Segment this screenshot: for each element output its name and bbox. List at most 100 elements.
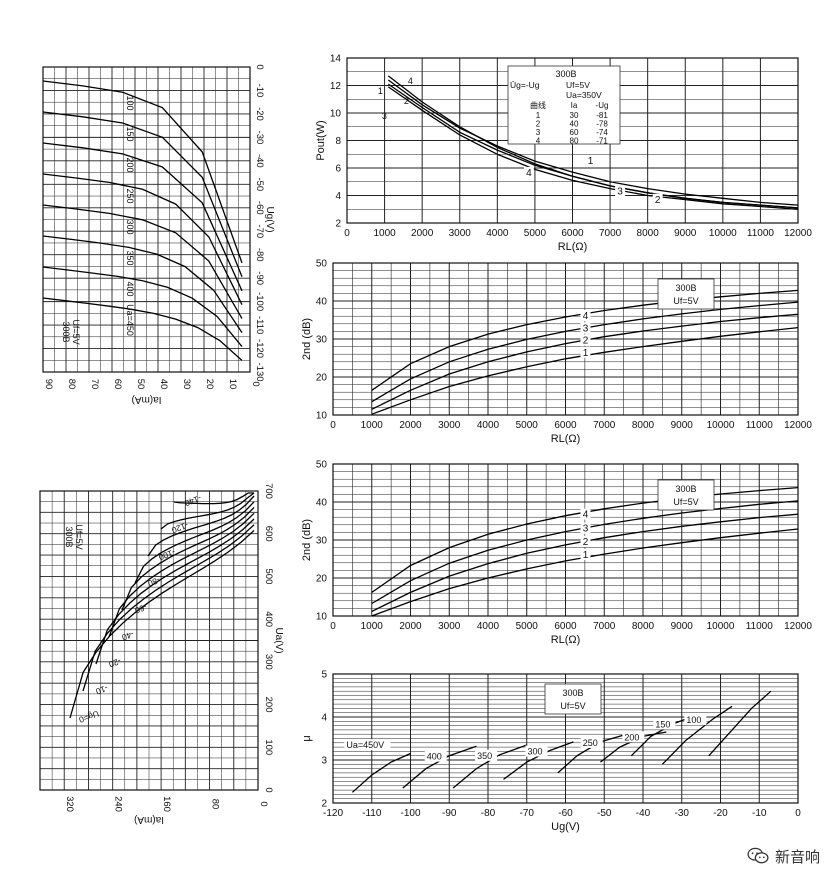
y-tick-label: -30 xyxy=(254,131,265,145)
series-label: Ua=450 xyxy=(125,304,135,336)
x-tick-label: 8000 xyxy=(632,420,655,431)
series-label-bg xyxy=(523,166,534,178)
series-line-400 xyxy=(42,266,243,348)
y-tick-label: 20 xyxy=(316,373,328,384)
series-line-200 xyxy=(42,142,243,292)
legend-condition: Ua=350V xyxy=(566,90,602,100)
series-label-bg xyxy=(615,185,626,197)
series-label: 4 xyxy=(408,76,413,86)
x-tick-label: -10 xyxy=(752,808,767,819)
series-label-bg xyxy=(344,739,391,751)
x-tick-label: 20 xyxy=(204,379,215,390)
series-line-150 xyxy=(42,111,243,278)
y-tick-label: 100 xyxy=(263,739,274,755)
y-tick-label: 10 xyxy=(316,411,328,422)
series-label: -20 xyxy=(107,656,122,670)
series-label: 150 xyxy=(125,126,135,141)
x-tick-label: 0 xyxy=(330,621,336,632)
x-tick-label: 4000 xyxy=(477,420,500,431)
series-label: 3 xyxy=(617,187,623,198)
series-label: 250 xyxy=(125,188,135,203)
x-tick-label: 7000 xyxy=(593,420,616,431)
series-label: 2 xyxy=(583,537,589,548)
series-line--20 xyxy=(95,518,255,665)
y-tick-label: 40 xyxy=(316,498,328,509)
series-label-bg xyxy=(652,193,663,205)
series-label-bg xyxy=(580,535,591,547)
series-label: 1 xyxy=(378,86,383,96)
series-line-4 xyxy=(387,75,799,209)
series-line-100 xyxy=(661,705,733,765)
legend-cell: 3 xyxy=(536,128,541,137)
x-axis-label: Ia(mA) xyxy=(134,814,164,825)
annotation-title: 300B xyxy=(61,321,71,342)
x-axis-label: RL(Ω) xyxy=(551,634,581,646)
x-tick-label: 90 xyxy=(43,379,54,390)
series-label: Ug=0 xyxy=(77,709,100,726)
y-tick-label: -20 xyxy=(254,107,265,121)
series-line-Ua=450V xyxy=(351,752,411,793)
x-tick-label: 1000 xyxy=(361,621,384,632)
x-tick-label: 60 xyxy=(112,379,123,390)
y-tick-label: 700 xyxy=(263,483,274,499)
y-tick-label: 2 xyxy=(321,799,327,810)
x-tick-label: 40 xyxy=(158,379,169,390)
y-tick-label: 0 xyxy=(254,64,265,69)
legend-cell: -71 xyxy=(596,137,608,146)
series-label-bg xyxy=(580,346,591,358)
x-tick-label: 0 xyxy=(795,808,801,819)
x-tick-label: 10 xyxy=(227,379,238,390)
x-tick-label: 80 xyxy=(210,799,221,810)
y-tick-label: 20 xyxy=(316,574,328,585)
series-line--40 xyxy=(108,512,255,638)
x-tick-label: 5000 xyxy=(516,621,539,632)
series-label: 100 xyxy=(686,715,701,725)
x-tick-label: -80 xyxy=(481,808,496,819)
series-line-350 xyxy=(452,744,528,789)
series-label: 2 xyxy=(655,195,661,206)
x-tick-label: 10000 xyxy=(707,621,735,632)
x-axis-label: Ia(mA) xyxy=(132,394,162,405)
legend-cell: 4 xyxy=(536,137,541,146)
series-line-1 xyxy=(387,79,799,206)
x-tick-label: 1000 xyxy=(361,420,384,431)
series-line--100 xyxy=(147,495,255,557)
series-label: 150 xyxy=(655,719,670,729)
series-line-50 xyxy=(708,690,772,757)
y-axis-label: 2nd (dB) xyxy=(301,519,313,561)
series-line--140 xyxy=(173,492,254,505)
y-tick-label: 12 xyxy=(330,81,342,92)
series-group xyxy=(387,75,799,210)
series-label-bg xyxy=(580,309,591,321)
legend-condition: Uf=5V xyxy=(566,80,590,90)
series-label-bg xyxy=(580,334,591,346)
x-tick-label: 12000 xyxy=(784,420,812,431)
y-tick-label: 10 xyxy=(316,612,328,623)
annotation-condition: Uf=5V xyxy=(71,319,81,344)
series-label: Ua=450V xyxy=(346,740,384,750)
legend-cell: -78 xyxy=(596,120,608,129)
annotation-box xyxy=(657,278,715,310)
series-label: 3 xyxy=(583,524,589,535)
series-line--60 xyxy=(121,507,255,611)
annotation-condition: Uf=5V xyxy=(74,524,84,549)
y-tick-label: 5 xyxy=(321,670,327,681)
plot-frame xyxy=(39,490,259,791)
gridlines xyxy=(332,463,799,617)
legend-header: -Ug xyxy=(596,101,609,110)
y-tick-label: -130 xyxy=(254,362,265,381)
series-label: 200 xyxy=(624,732,639,742)
legend-header: Ia xyxy=(571,101,578,110)
annotation-condition: Uf=5V xyxy=(560,701,585,711)
legend-cell: 2 xyxy=(536,120,541,129)
x-tick-label: 30 xyxy=(181,379,192,390)
chart-pout: 0 1000 2000 3000 4000 5000 6000 7000 8000 9000 100… xyxy=(315,54,812,254)
plot-frame xyxy=(332,262,799,416)
x-tick-label: 11000 xyxy=(747,228,775,239)
series-group xyxy=(42,80,243,361)
x-tick-label: 7000 xyxy=(599,228,622,239)
series-label-bg xyxy=(580,522,591,534)
x-axis-label: RL(Ω) xyxy=(558,241,588,253)
y-tick-label: 400 xyxy=(263,611,274,627)
y-tick-label: -10 xyxy=(254,84,265,98)
